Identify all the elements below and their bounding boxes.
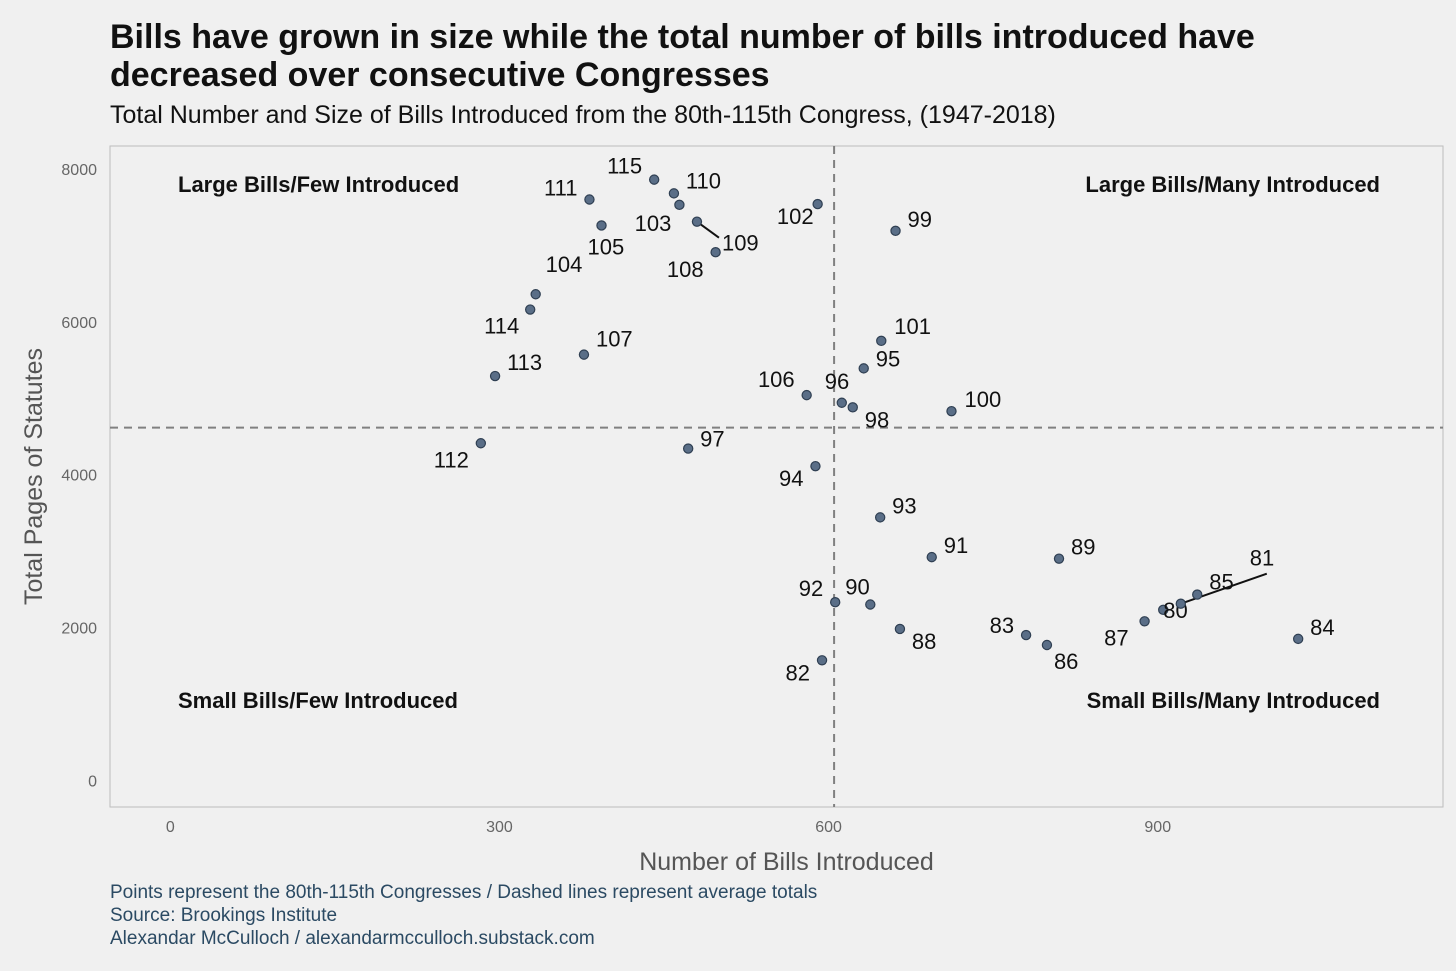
point-label: 105: [588, 234, 625, 259]
quadrant-label-top-right: Large Bills/Many Introduced: [1085, 172, 1380, 197]
y-tick-label: 2000: [61, 620, 97, 637]
data-point-congress-107: [578, 349, 590, 360]
data-point-congress-90: [865, 599, 876, 610]
point-label: 110: [686, 168, 721, 193]
chart-subtitle: Total Number and Size of Bills Introduce…: [110, 101, 1056, 129]
plot-panel: [109, 145, 1444, 808]
x-tick-label: 900: [1144, 819, 1171, 836]
data-point-congress-98: [847, 402, 858, 413]
chart-title: Bills have grown in size while the total…: [110, 18, 1255, 94]
point-label: 97: [700, 427, 724, 452]
point-label: 89: [1071, 535, 1095, 560]
point-label: 115: [607, 154, 642, 179]
data-point-congress-100: [946, 405, 957, 417]
data-point-congress-113: [489, 370, 501, 382]
chart-caption: Points represent the 80th-115th Congress…: [110, 881, 817, 950]
data-point-congress-87: [1139, 616, 1150, 627]
point-label: 106: [758, 367, 795, 392]
data-point-congress-88: [894, 623, 906, 635]
data-point-congress-91: [926, 551, 937, 563]
scatter-chart: 0 300 600 900 0 2000 4000 6000 8000 Number of Bil…: [20, 145, 1444, 876]
data-point-congress-111: [584, 194, 595, 205]
point-label: 86: [1054, 649, 1078, 674]
data-point-congress-104: [530, 289, 541, 300]
point-label: 94: [779, 466, 803, 491]
data-point-congress-102: [812, 198, 823, 210]
quadrant-label-bottom-right: Small Bills/Many Introduced: [1087, 688, 1380, 713]
quadrant-label-top-left: Large Bills/Few Introduced: [178, 172, 459, 197]
point-label: 114: [484, 314, 519, 339]
point-label: 113: [507, 350, 542, 375]
caption-line-source: Source: Brookings Institute: [110, 905, 338, 926]
y-tick-label: 8000: [61, 162, 97, 179]
data-point-congress-93: [874, 512, 886, 523]
data-point-congress-115: [648, 174, 660, 185]
data-point-congress-80: [1158, 604, 1169, 616]
x-axis-title: Number of Bills Introduced: [639, 848, 934, 876]
point-label: 90: [845, 574, 869, 599]
point-label: 100: [964, 387, 1001, 412]
point-label: 109: [722, 231, 759, 256]
data-point-congress-101: [876, 335, 887, 347]
point-label: 104: [546, 252, 583, 277]
point-label: 107: [596, 327, 633, 352]
point-label: 99: [908, 207, 932, 232]
point-label: 102: [777, 204, 814, 229]
data-point-congress-84: [1292, 633, 1304, 645]
data-point-congress-97: [682, 443, 694, 454]
point-label: 87: [1104, 625, 1128, 650]
point-label: 93: [892, 493, 916, 518]
y-tick-label: 6000: [61, 315, 97, 332]
data-point-congress-95: [858, 363, 869, 374]
point-label: 96: [825, 369, 849, 394]
data-point-congress-103: [674, 199, 685, 211]
point-label: 84: [1310, 615, 1334, 640]
data-point-congress-99: [890, 225, 901, 237]
caption-line-points: Points represent the 80th-115th Congress…: [110, 882, 818, 903]
x-tick-label: 300: [486, 819, 513, 836]
point-label: 85: [1209, 570, 1233, 595]
point-label: 101: [894, 314, 931, 339]
data-point-congress-81: [1175, 598, 1186, 609]
data-point-congress-83: [1020, 629, 1032, 641]
data-point-congress-82: [816, 655, 828, 666]
data-point-congress-94: [810, 460, 821, 472]
point-label: 91: [944, 533, 968, 558]
point-label: 111: [544, 175, 577, 200]
data-point-congress-109: [691, 216, 703, 227]
y-axis-title: Total Pages of Statutes: [20, 348, 48, 605]
data-point-congress-106: [801, 389, 812, 401]
x-tick-label: 0: [166, 819, 175, 836]
point-label: 81: [1250, 546, 1274, 571]
data-point-congress-96: [836, 397, 847, 408]
quadrant-label-bottom-left: Small Bills/Few Introduced: [178, 688, 458, 713]
point-label: 108: [667, 257, 704, 282]
data-point-congress-92: [829, 597, 841, 608]
data-point-congress-108: [710, 247, 721, 258]
point-label: 95: [876, 346, 900, 371]
point-label: 103: [635, 211, 672, 236]
point-label: 98: [865, 407, 889, 432]
data-point-congress-86: [1041, 639, 1053, 651]
data-point-congress-114: [524, 304, 536, 315]
point-label: 92: [799, 576, 823, 601]
point-label: 88: [912, 629, 936, 654]
data-point-congress-105: [596, 220, 607, 231]
x-tick-label: 600: [815, 819, 842, 836]
data-point-congress-112: [475, 438, 487, 449]
point-label: 83: [990, 613, 1014, 638]
point-label: 82: [786, 660, 810, 685]
data-point-congress-110: [668, 188, 680, 199]
y-tick-label: 0: [88, 773, 97, 790]
y-tick-label: 4000: [61, 468, 97, 485]
caption-line-author: Alexandar McCulloch / alexandarmcculloch…: [110, 928, 595, 949]
data-point-congress-89: [1053, 553, 1065, 564]
point-label: 112: [434, 447, 469, 472]
data-point-congress-85: [1192, 589, 1203, 600]
